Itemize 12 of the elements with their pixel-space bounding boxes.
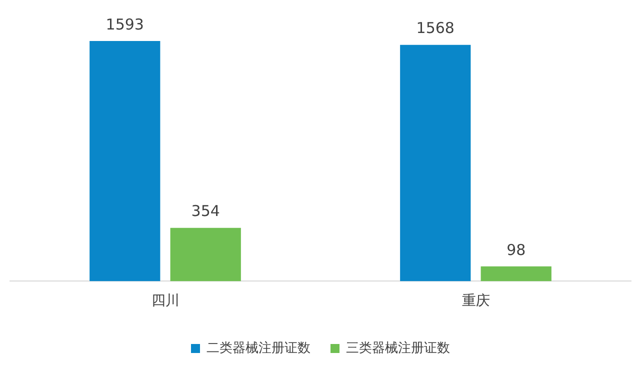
data-label: 1568 [416,19,454,38]
x-tick-label: 重庆 [462,293,490,310]
legend-label: 三类器械注册证数 [346,340,450,356]
x-tick-label: 四川 [151,293,180,310]
bar [170,228,241,282]
data-label: 98 [506,240,526,259]
data-label: 1593 [106,15,144,34]
legend-label: 二类器械注册证数 [206,340,310,356]
data-label: 354 [191,202,220,220]
bar [90,41,160,282]
bar [480,266,552,282]
bar [400,44,471,282]
